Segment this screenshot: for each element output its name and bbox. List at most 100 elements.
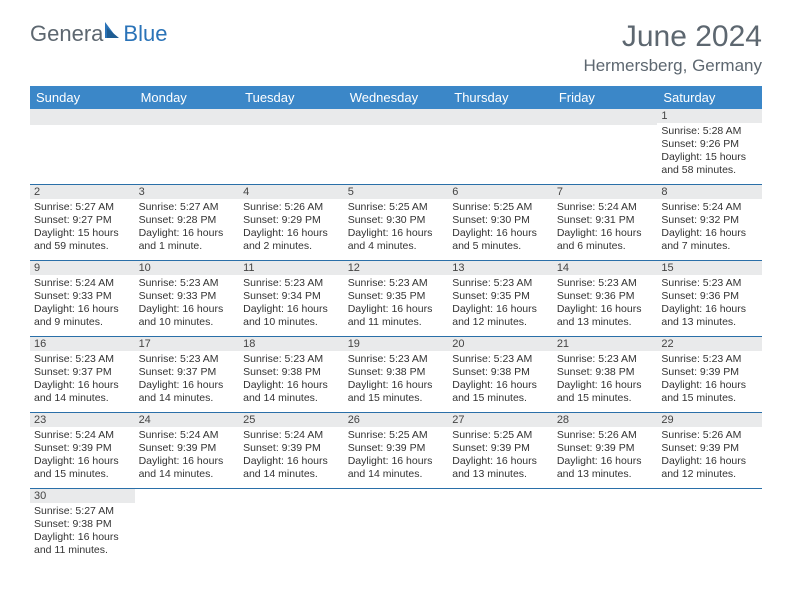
daylight-text: Daylight: 16 hours and 12 minutes.	[661, 455, 758, 481]
daylight-text: Daylight: 16 hours and 13 minutes.	[557, 455, 654, 481]
day-number-bar	[30, 109, 135, 125]
calendar-row: 1Sunrise: 5:28 AMSunset: 9:26 PMDaylight…	[30, 109, 762, 185]
sunset-text: Sunset: 9:37 PM	[139, 366, 236, 379]
sunset-text: Sunset: 9:39 PM	[452, 442, 549, 455]
day-details: Sunrise: 5:23 AMSunset: 9:35 PMDaylight:…	[344, 275, 449, 332]
day-number: 26	[344, 413, 449, 427]
sunset-text: Sunset: 9:39 PM	[661, 366, 758, 379]
calendar-cell: 19Sunrise: 5:23 AMSunset: 9:38 PMDayligh…	[344, 337, 449, 413]
calendar-cell: 8Sunrise: 5:24 AMSunset: 9:32 PMDaylight…	[657, 185, 762, 261]
sunrise-text: Sunrise: 5:23 AM	[661, 353, 758, 366]
day-number: 19	[344, 337, 449, 351]
calendar-cell: 17Sunrise: 5:23 AMSunset: 9:37 PMDayligh…	[135, 337, 240, 413]
daylight-text: Daylight: 16 hours and 15 minutes.	[661, 379, 758, 405]
weekday-header: Saturday	[657, 86, 762, 109]
day-number: 13	[448, 261, 553, 275]
day-details: Sunrise: 5:27 AMSunset: 9:38 PMDaylight:…	[30, 503, 135, 560]
day-number: 7	[553, 185, 658, 199]
daylight-text: Daylight: 16 hours and 12 minutes.	[452, 303, 549, 329]
daylight-text: Daylight: 16 hours and 15 minutes.	[557, 379, 654, 405]
sunrise-text: Sunrise: 5:23 AM	[243, 277, 340, 290]
day-number: 11	[239, 261, 344, 275]
sunrise-text: Sunrise: 5:23 AM	[452, 353, 549, 366]
sunrise-text: Sunrise: 5:23 AM	[452, 277, 549, 290]
day-number: 28	[553, 413, 658, 427]
day-number: 12	[344, 261, 449, 275]
day-number: 6	[448, 185, 553, 199]
day-details: Sunrise: 5:23 AMSunset: 9:37 PMDaylight:…	[30, 351, 135, 408]
sunrise-text: Sunrise: 5:23 AM	[557, 277, 654, 290]
sunset-text: Sunset: 9:39 PM	[557, 442, 654, 455]
calendar-cell: 21Sunrise: 5:23 AMSunset: 9:38 PMDayligh…	[553, 337, 658, 413]
day-number-bar	[239, 109, 344, 125]
day-details: Sunrise: 5:24 AMSunset: 9:39 PMDaylight:…	[135, 427, 240, 484]
sunset-text: Sunset: 9:39 PM	[139, 442, 236, 455]
calendar-cell: 11Sunrise: 5:23 AMSunset: 9:34 PMDayligh…	[239, 261, 344, 337]
sunrise-text: Sunrise: 5:27 AM	[34, 201, 131, 214]
weekday-header: Thursday	[448, 86, 553, 109]
day-details: Sunrise: 5:25 AMSunset: 9:39 PMDaylight:…	[448, 427, 553, 484]
calendar-cell: 9Sunrise: 5:24 AMSunset: 9:33 PMDaylight…	[30, 261, 135, 337]
sunrise-text: Sunrise: 5:24 AM	[139, 429, 236, 442]
calendar-row: 9Sunrise: 5:24 AMSunset: 9:33 PMDaylight…	[30, 261, 762, 337]
day-details: Sunrise: 5:23 AMSunset: 9:39 PMDaylight:…	[657, 351, 762, 408]
day-number: 24	[135, 413, 240, 427]
brand-part2: Blue	[123, 21, 167, 47]
day-details: Sunrise: 5:27 AMSunset: 9:27 PMDaylight:…	[30, 199, 135, 256]
sunset-text: Sunset: 9:34 PM	[243, 290, 340, 303]
sunrise-text: Sunrise: 5:24 AM	[557, 201, 654, 214]
daylight-text: Daylight: 16 hours and 13 minutes.	[452, 455, 549, 481]
daylight-text: Daylight: 16 hours and 14 minutes.	[348, 455, 445, 481]
day-details: Sunrise: 5:23 AMSunset: 9:38 PMDaylight:…	[448, 351, 553, 408]
calendar-cell: 23Sunrise: 5:24 AMSunset: 9:39 PMDayligh…	[30, 413, 135, 489]
daylight-text: Daylight: 16 hours and 1 minute.	[139, 227, 236, 253]
sunrise-text: Sunrise: 5:25 AM	[348, 429, 445, 442]
sunset-text: Sunset: 9:35 PM	[348, 290, 445, 303]
calendar-cell: 12Sunrise: 5:23 AMSunset: 9:35 PMDayligh…	[344, 261, 449, 337]
sunrise-text: Sunrise: 5:25 AM	[348, 201, 445, 214]
day-number: 15	[657, 261, 762, 275]
sunrise-text: Sunrise: 5:27 AM	[34, 505, 131, 518]
calendar-cell: 6Sunrise: 5:25 AMSunset: 9:30 PMDaylight…	[448, 185, 553, 261]
calendar-cell: 13Sunrise: 5:23 AMSunset: 9:35 PMDayligh…	[448, 261, 553, 337]
calendar-cell: 4Sunrise: 5:26 AMSunset: 9:29 PMDaylight…	[239, 185, 344, 261]
day-number: 25	[239, 413, 344, 427]
calendar-cell: 7Sunrise: 5:24 AMSunset: 9:31 PMDaylight…	[553, 185, 658, 261]
daylight-text: Daylight: 16 hours and 15 minutes.	[34, 455, 131, 481]
day-number: 22	[657, 337, 762, 351]
sunrise-text: Sunrise: 5:23 AM	[34, 353, 131, 366]
day-number: 3	[135, 185, 240, 199]
day-details: Sunrise: 5:27 AMSunset: 9:28 PMDaylight:…	[135, 199, 240, 256]
sunset-text: Sunset: 9:39 PM	[34, 442, 131, 455]
sunset-text: Sunset: 9:39 PM	[348, 442, 445, 455]
sunrise-text: Sunrise: 5:26 AM	[557, 429, 654, 442]
daylight-text: Daylight: 16 hours and 9 minutes.	[34, 303, 131, 329]
sunset-text: Sunset: 9:30 PM	[348, 214, 445, 227]
calendar-row: 2Sunrise: 5:27 AMSunset: 9:27 PMDaylight…	[30, 185, 762, 261]
weekday-header-row: Sunday Monday Tuesday Wednesday Thursday…	[30, 86, 762, 109]
day-details: Sunrise: 5:24 AMSunset: 9:33 PMDaylight:…	[30, 275, 135, 332]
calendar-cell	[239, 109, 344, 185]
day-details: Sunrise: 5:23 AMSunset: 9:34 PMDaylight:…	[239, 275, 344, 332]
day-number: 23	[30, 413, 135, 427]
day-details: Sunrise: 5:23 AMSunset: 9:38 PMDaylight:…	[553, 351, 658, 408]
calendar-cell: 28Sunrise: 5:26 AMSunset: 9:39 PMDayligh…	[553, 413, 658, 489]
day-number: 2	[30, 185, 135, 199]
calendar-cell: 15Sunrise: 5:23 AMSunset: 9:36 PMDayligh…	[657, 261, 762, 337]
daylight-text: Daylight: 16 hours and 2 minutes.	[243, 227, 340, 253]
day-number: 21	[553, 337, 658, 351]
weekday-header: Tuesday	[239, 86, 344, 109]
calendar-cell: 2Sunrise: 5:27 AMSunset: 9:27 PMDaylight…	[30, 185, 135, 261]
day-number: 1	[657, 109, 762, 123]
daylight-text: Daylight: 16 hours and 10 minutes.	[243, 303, 340, 329]
header: Genera Blue June 2024 Hermersberg, Germa…	[30, 20, 762, 76]
day-number: 10	[135, 261, 240, 275]
day-number: 16	[30, 337, 135, 351]
day-number: 4	[239, 185, 344, 199]
daylight-text: Daylight: 16 hours and 14 minutes.	[243, 455, 340, 481]
sunset-text: Sunset: 9:37 PM	[34, 366, 131, 379]
calendar-cell	[344, 489, 449, 565]
sunset-text: Sunset: 9:38 PM	[243, 366, 340, 379]
day-details: Sunrise: 5:26 AMSunset: 9:39 PMDaylight:…	[553, 427, 658, 484]
sunrise-text: Sunrise: 5:23 AM	[661, 277, 758, 290]
